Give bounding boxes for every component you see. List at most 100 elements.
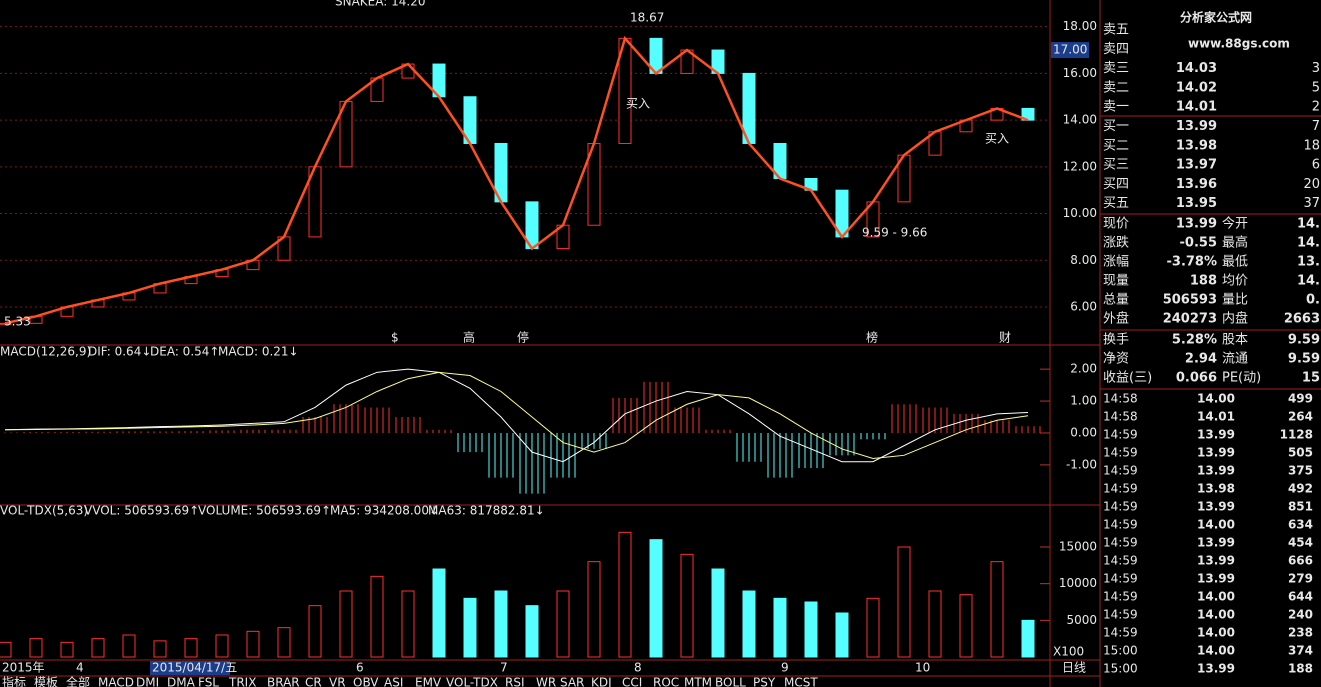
tab[interactable]: VR	[329, 676, 346, 687]
tab[interactable]: TRIX	[228, 676, 256, 687]
close-line	[4, 35, 1029, 325]
volume-unit: X100	[1053, 645, 1084, 659]
tab[interactable]: CR	[305, 676, 322, 687]
tick-price: 14.00	[1197, 608, 1235, 622]
tick-volume: 634	[1288, 518, 1313, 532]
tick-time: 14:59	[1103, 446, 1138, 460]
macd-legend: DEA: 0.54↑	[150, 345, 219, 359]
stat-label: 最低	[1222, 255, 1248, 270]
volume-legend: VOLUME: 506593.69↑	[198, 504, 331, 518]
x-axis-label: 10	[915, 661, 930, 675]
tab[interactable]: WR	[536, 676, 556, 687]
volume-bar	[587, 561, 601, 658]
stat-value: 14.	[1297, 236, 1320, 251]
volume-legend: MA5: 934208.00↓	[330, 504, 439, 518]
price-annotation: 买入	[626, 97, 650, 111]
price-annotation: 5.33	[4, 315, 31, 329]
tick-price: 13.99	[1197, 464, 1235, 478]
x-axis-label: 4	[76, 661, 84, 675]
tab[interactable]: KDJ	[591, 676, 612, 687]
volume-bar	[153, 640, 167, 658]
tick-time: 14:59	[1103, 500, 1138, 514]
tab[interactable]: SAR	[560, 676, 584, 687]
tick-volume: 505	[1288, 446, 1313, 460]
x-axis-label: 6	[356, 661, 364, 675]
tab[interactable]: CCI	[622, 676, 642, 687]
stat-value: 0.	[1306, 293, 1320, 308]
ob-volume: 37	[1303, 196, 1320, 211]
volume-bar	[897, 546, 911, 658]
tab[interactable]: BOLL	[715, 676, 746, 687]
tick-price: 14.00	[1197, 590, 1235, 604]
volume-bar	[804, 601, 818, 658]
y-tick-label: 10.00	[1063, 206, 1097, 220]
logo-name: 分析家公式网	[1180, 10, 1252, 25]
date-cursor-box	[150, 661, 230, 675]
y-tick-label: 2.00	[1070, 362, 1097, 376]
event-marker: $	[391, 331, 399, 345]
volume-bar	[463, 597, 477, 658]
tab[interactable]: 模板	[34, 676, 58, 687]
tab[interactable]: 全部	[66, 675, 90, 687]
tick-volume: 851	[1288, 500, 1313, 514]
tab[interactable]: RSI	[505, 676, 525, 687]
tab[interactable]: 指标	[2, 675, 26, 687]
stat-label: 现价	[1103, 217, 1129, 232]
stat-label: 现量	[1103, 274, 1129, 289]
volume-bar	[308, 605, 322, 658]
volume-bar	[91, 638, 105, 658]
x-axis-label: 9	[781, 661, 789, 675]
stat-label: 股本	[1222, 333, 1248, 348]
tick-volume: 238	[1288, 626, 1313, 640]
tab[interactable]: MCST	[784, 676, 818, 687]
dif-line	[4, 368, 1029, 463]
x-axis-label: 8	[634, 661, 642, 675]
tab[interactable]: VOL-TDX	[446, 676, 498, 687]
tick-volume: 264	[1288, 410, 1313, 424]
tick-volume: 188	[1288, 662, 1313, 676]
tab[interactable]: PSY	[753, 676, 776, 687]
y-tick-label: 0.00	[1070, 425, 1097, 439]
stat-label: 流通	[1222, 352, 1248, 367]
volume-bar	[29, 638, 43, 658]
tab[interactable]: ASI	[384, 676, 403, 687]
tab[interactable]: OBV	[353, 676, 379, 687]
stat-label: 换手	[1103, 333, 1129, 348]
volume-bar	[835, 612, 849, 658]
tick-price: 13.99	[1197, 446, 1235, 460]
ob-volume: 5	[1312, 80, 1320, 95]
ob-price: 13.95	[1176, 196, 1217, 211]
tick-time: 14:59	[1103, 554, 1138, 568]
stat-value: 15	[1302, 371, 1320, 386]
stat-label: 涨幅	[1103, 255, 1129, 270]
tab[interactable]: EMV	[415, 676, 442, 687]
price-annotation: 买入	[985, 132, 1009, 146]
tick-price: 13.99	[1197, 662, 1235, 676]
stat-label: 内盘	[1222, 311, 1248, 327]
volume-bar	[525, 605, 539, 658]
volume-bar	[494, 590, 508, 658]
tab[interactable]: MTM	[684, 676, 712, 687]
tab[interactable]: MACD	[98, 676, 134, 687]
tab[interactable]: BRAR	[267, 676, 300, 687]
ob-volume: 7	[1312, 119, 1320, 134]
stat-label: 涨跌	[1103, 235, 1129, 251]
stat-value: 2.94	[1185, 352, 1217, 367]
ob-label: 买一	[1103, 119, 1129, 134]
macd-legend: MACD: 0.21↓	[218, 345, 299, 359]
x-axis-label: 7	[500, 661, 508, 675]
tick-time: 14:59	[1103, 464, 1138, 478]
tab[interactable]: DMA	[167, 676, 196, 687]
tick-volume: 279	[1288, 572, 1313, 586]
tick-time: 14:59	[1103, 536, 1138, 550]
tab[interactable]: FSL	[198, 676, 219, 687]
tab[interactable]: ROC	[653, 676, 679, 687]
tick-price: 13.99	[1197, 500, 1235, 514]
ob-price: 14.01	[1176, 100, 1217, 115]
tab[interactable]: DMI	[136, 676, 159, 687]
tick-price: 13.99	[1197, 428, 1235, 442]
ob-volume: 2	[1312, 100, 1320, 115]
volume-bar	[711, 568, 725, 658]
